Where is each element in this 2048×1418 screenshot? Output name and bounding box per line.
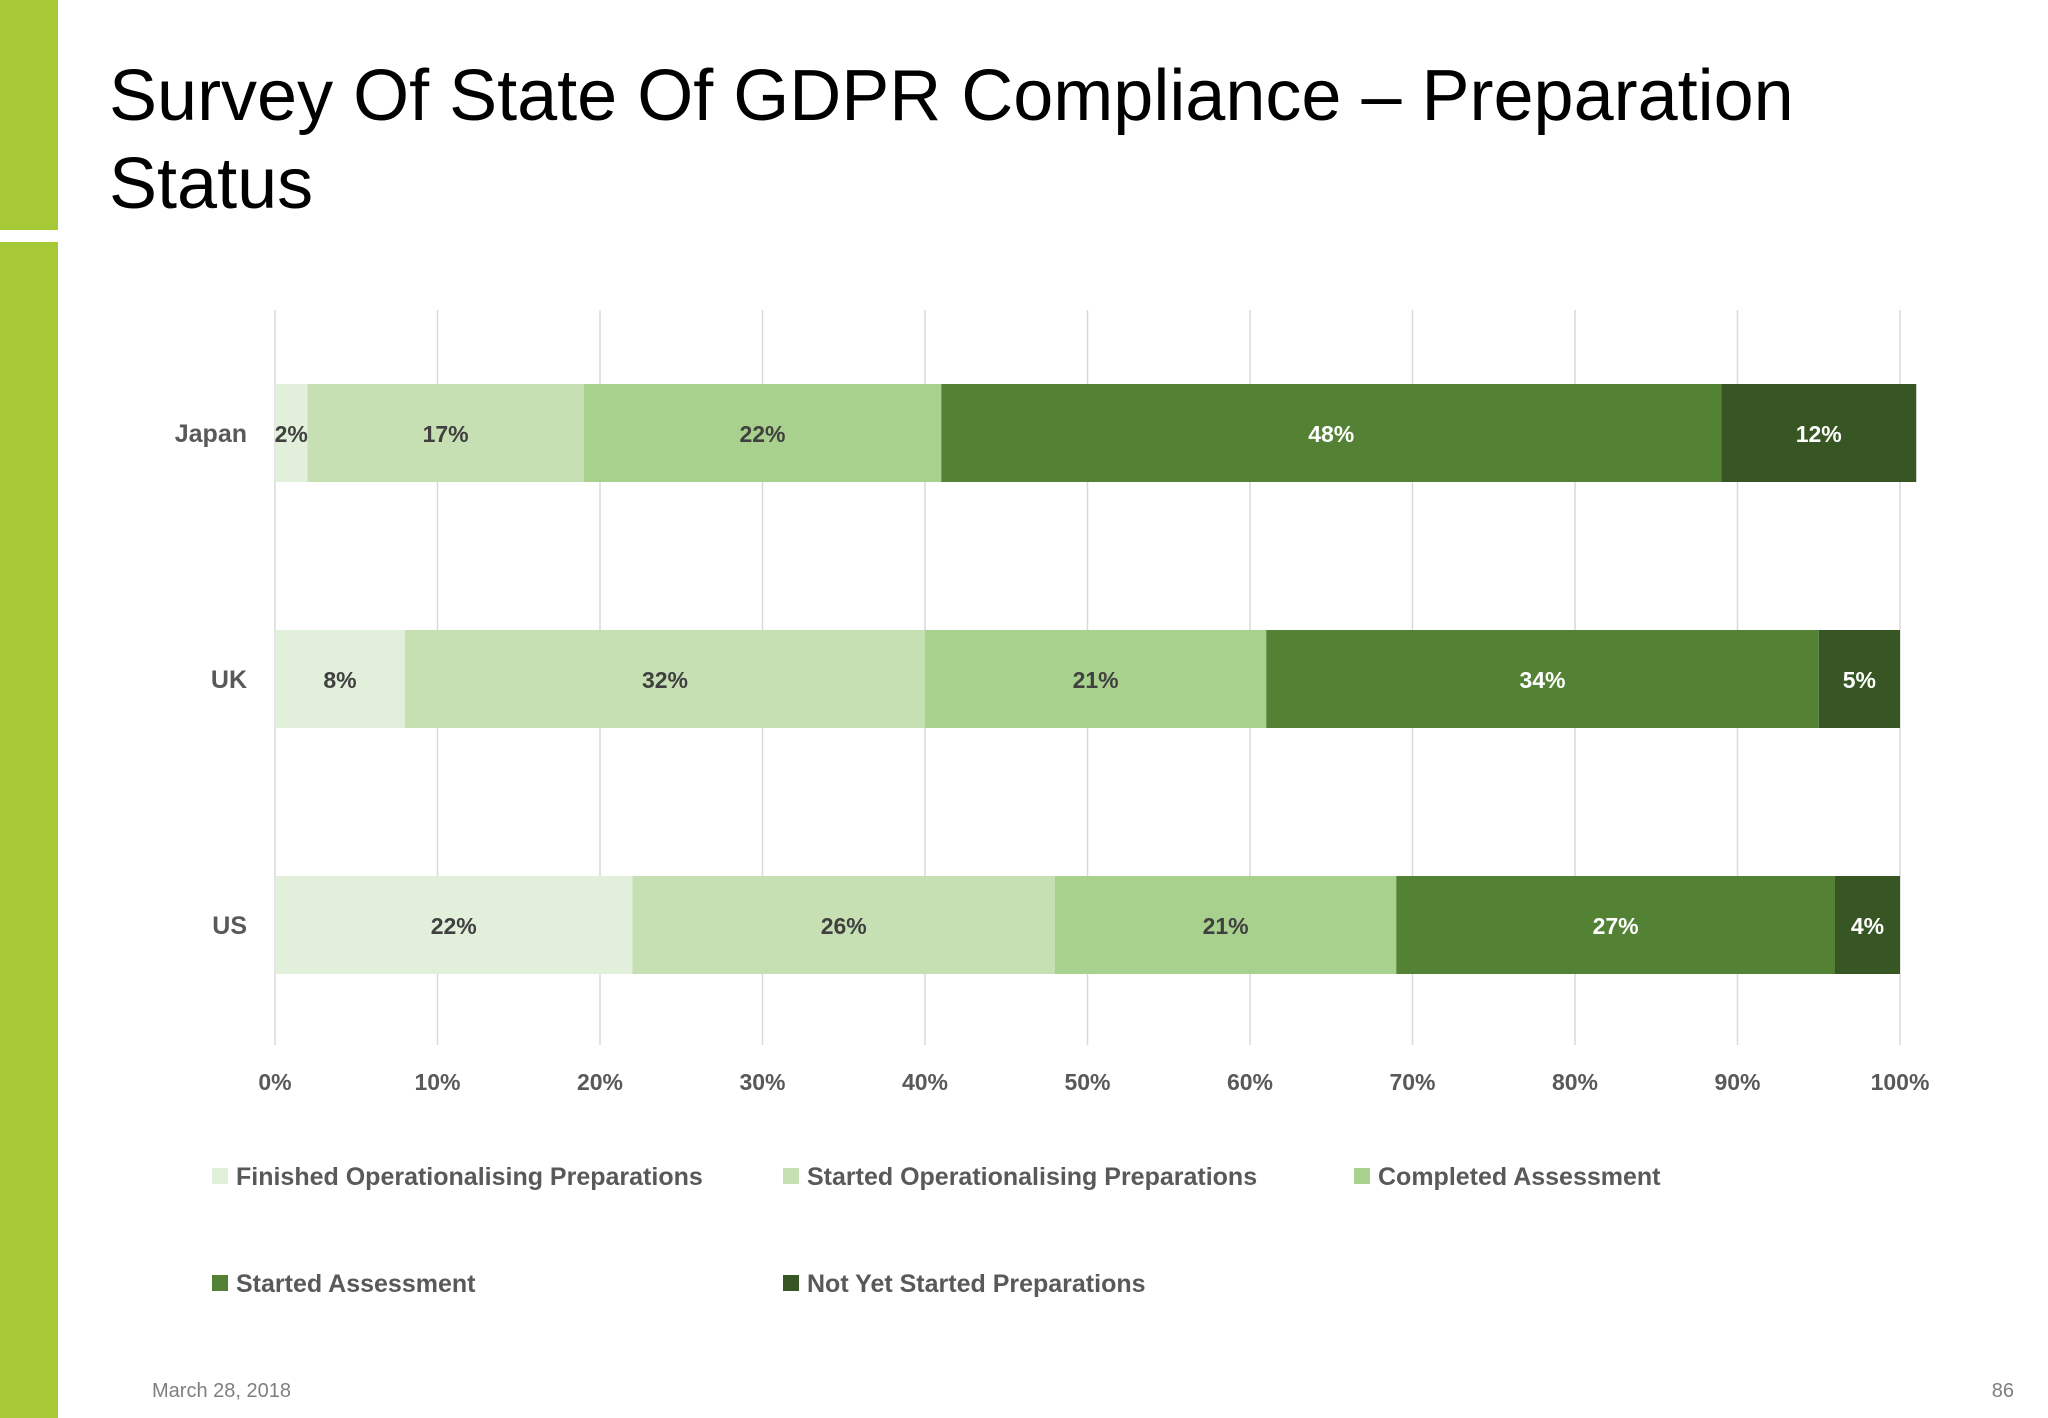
legend-swatch (212, 1275, 228, 1291)
x-tick-label: 90% (1714, 1069, 1760, 1095)
bar-segment (275, 876, 633, 974)
data-label: 2% (275, 421, 308, 447)
bar-segment (1818, 630, 1900, 728)
legend-swatch (783, 1275, 799, 1291)
bar-segment (583, 384, 942, 482)
x-tick-label: 50% (1064, 1069, 1110, 1095)
legend-label: Finished Operationalising Preparations (236, 1163, 703, 1191)
page-number: 86 (1991, 1380, 2014, 1402)
category-label: UK (211, 666, 247, 694)
data-label: 21% (1073, 667, 1119, 693)
data-label: 8% (323, 667, 356, 693)
slide-title: Survey Of State Of GDPR Compliance – Pre… (109, 56, 1794, 224)
legend-label: Not Yet Started Preparations (807, 1270, 1146, 1298)
x-tick-label: 60% (1227, 1069, 1273, 1095)
data-label: 22% (431, 913, 477, 939)
legend-label: Started Assessment (236, 1270, 476, 1298)
category-label: Japan (175, 420, 247, 448)
legend-swatch (1354, 1168, 1370, 1184)
x-tick-label: 80% (1552, 1069, 1598, 1095)
data-label: 21% (1203, 913, 1249, 939)
bar-segment (275, 384, 308, 482)
data-label: 34% (1519, 667, 1565, 693)
bar-segment (1396, 876, 1835, 974)
data-label: 17% (423, 421, 469, 447)
bar-segment (941, 384, 1722, 482)
data-label: 22% (739, 421, 785, 447)
legend-label: Started Operationalising Preparations (807, 1163, 1257, 1191)
x-tick-label: 40% (902, 1069, 948, 1095)
bar-segment (1835, 876, 1900, 974)
x-tick-label: 70% (1389, 1069, 1435, 1095)
x-tick-label: 20% (577, 1069, 623, 1095)
x-tick-label: 100% (1871, 1069, 1930, 1095)
bar-segment (1055, 876, 1397, 974)
x-tick-label: 30% (739, 1069, 785, 1095)
footer-date: March 28, 2018 (152, 1380, 291, 1402)
legend-label: Completed Assessment (1378, 1163, 1661, 1191)
bar-segment (632, 876, 1055, 974)
x-tick-label: 10% (414, 1069, 460, 1095)
data-label: 48% (1308, 421, 1354, 447)
data-label: 26% (821, 913, 867, 939)
data-label: 4% (1851, 913, 1884, 939)
legend-swatch (212, 1168, 228, 1184)
bar-segment (1721, 384, 1917, 482)
x-tick-label: 0% (258, 1069, 291, 1095)
accent-bar-top (0, 0, 58, 230)
data-label: 12% (1796, 421, 1842, 447)
bar-segment (925, 630, 1267, 728)
accent-bar-bottom (0, 242, 58, 1418)
category-label: US (212, 912, 247, 940)
bar-segment (1266, 630, 1819, 728)
bar-segment (307, 384, 584, 482)
data-label: 5% (1843, 667, 1876, 693)
data-label: 32% (642, 667, 688, 693)
legend-swatch (783, 1168, 799, 1184)
data-label: 27% (1593, 913, 1639, 939)
bar-segment (275, 630, 405, 728)
bar-segment (405, 630, 925, 728)
